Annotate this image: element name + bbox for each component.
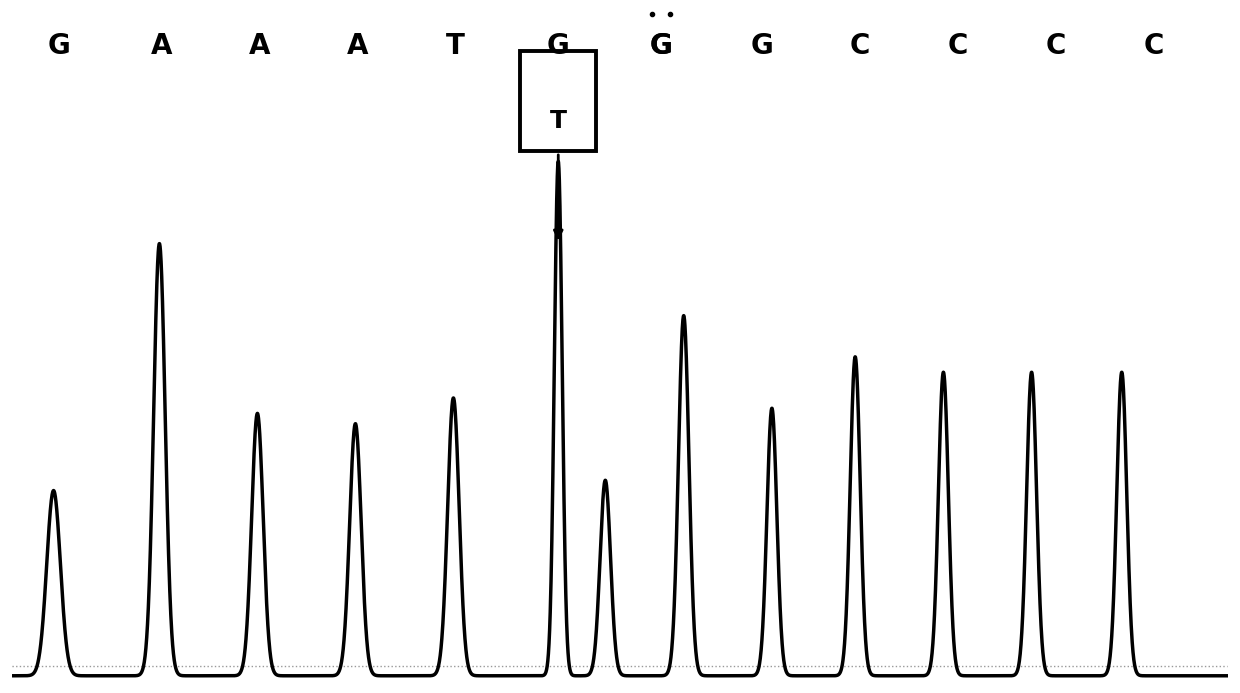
Text: T: T xyxy=(549,109,567,133)
Text: T: T xyxy=(446,31,465,60)
Text: A: A xyxy=(150,31,172,60)
Text: C: C xyxy=(1045,31,1066,60)
Text: C: C xyxy=(849,31,870,60)
Text: A: A xyxy=(347,31,368,60)
Text: G: G xyxy=(48,31,71,60)
Text: G: G xyxy=(750,31,774,60)
Text: G: G xyxy=(650,31,672,60)
Text: C: C xyxy=(947,31,968,60)
Text: C: C xyxy=(1145,31,1164,60)
Text: G: G xyxy=(650,31,672,60)
Text: A: A xyxy=(248,31,270,60)
Bar xyxy=(520,51,596,151)
Text: G: G xyxy=(547,31,569,60)
